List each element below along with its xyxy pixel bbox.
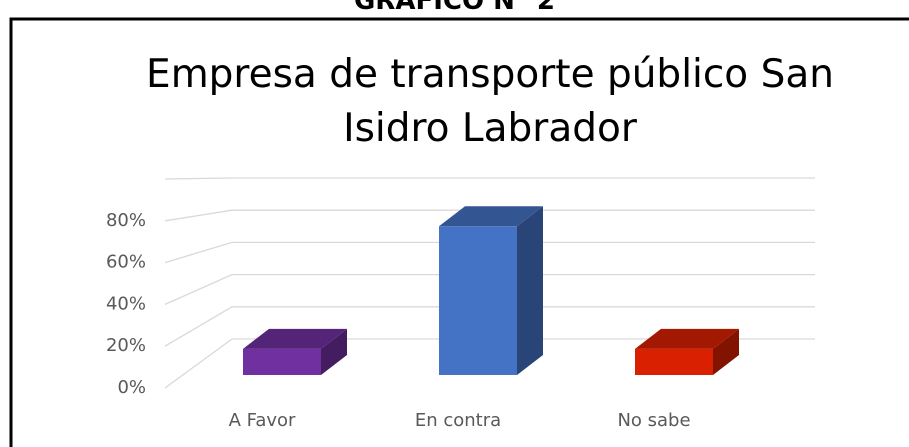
bar-top bbox=[439, 206, 543, 227]
grid-line bbox=[164, 209, 815, 222]
x-tick-label: No sabe bbox=[617, 410, 690, 431]
x-tick-label: En contra bbox=[415, 410, 501, 431]
y-tick-label: 0% bbox=[117, 377, 146, 398]
grid-line bbox=[164, 177, 815, 180]
bar bbox=[635, 348, 713, 375]
x-tick-label: A Favor bbox=[229, 410, 296, 431]
bar bbox=[243, 348, 321, 375]
heading: GRÁFICO N° 2 bbox=[353, 0, 556, 16]
y-tick-label: 40% bbox=[106, 293, 146, 314]
y-tick-label: 20% bbox=[106, 335, 146, 356]
bar-side bbox=[713, 328, 739, 375]
grid-line bbox=[164, 273, 815, 305]
y-tick-label: 80% bbox=[106, 210, 146, 231]
chart-frame bbox=[9, 17, 909, 447]
bar-top bbox=[635, 328, 739, 349]
grid-line bbox=[164, 306, 815, 347]
bar-top bbox=[243, 328, 347, 349]
y-tick-label: 60% bbox=[106, 252, 146, 273]
bar-side bbox=[321, 328, 347, 375]
grid-line bbox=[164, 338, 815, 389]
chart-title: Empresa de transporte público San Isidro… bbox=[146, 52, 834, 151]
grid-line bbox=[164, 241, 815, 264]
bar bbox=[439, 226, 517, 375]
bar-side bbox=[517, 206, 543, 375]
